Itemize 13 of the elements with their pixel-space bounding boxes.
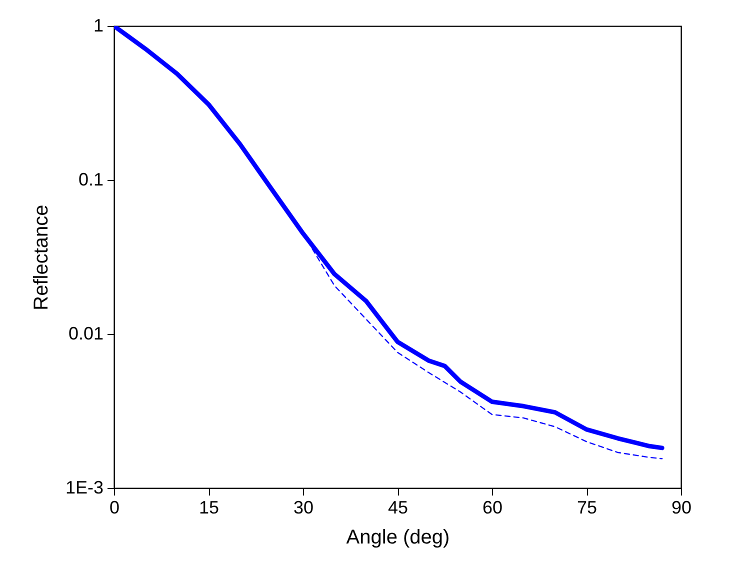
y-tick-label: 1E-3	[65, 478, 104, 498]
x-tick-label: 15	[198, 498, 220, 518]
x-tick-label: 75	[576, 498, 598, 518]
x-tick-label: 0	[109, 498, 120, 518]
x-axis-title: Angle (deg)	[346, 526, 450, 548]
x-tick-label: 45	[388, 498, 408, 518]
y-axis-title: Reflectance	[30, 204, 52, 310]
y-tick-label: 0.1	[78, 170, 104, 190]
x-tick-label: 60	[482, 498, 503, 518]
x-tick-label: 30	[293, 498, 314, 518]
x-tick-label: 90	[671, 498, 692, 518]
y-tick-label: 1	[93, 16, 104, 36]
y-tick-label: 0.01	[68, 324, 104, 344]
